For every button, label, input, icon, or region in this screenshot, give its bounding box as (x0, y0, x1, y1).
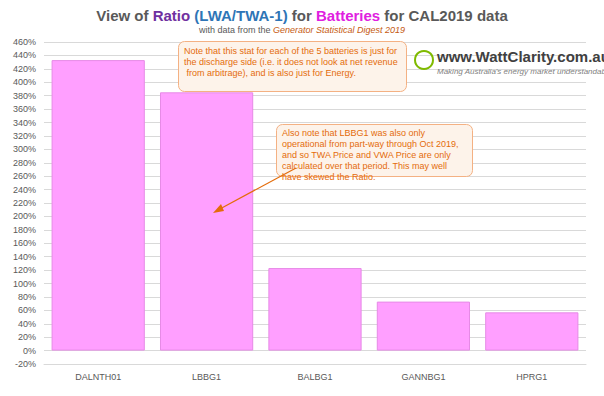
svg-text:260%: 260% (13, 171, 36, 181)
svg-text:and so TWA Price and VWA Price: and so TWA Price and VWA Price are only (282, 150, 453, 160)
svg-text:60%: 60% (18, 305, 36, 315)
svg-text:160%: 160% (13, 238, 36, 248)
svg-text:0%: 0% (23, 346, 36, 356)
svg-text:Also note that LBBG1 was also: Also note that LBBG1 was also only (282, 128, 428, 138)
svg-text:HPRG1: HPRG1 (516, 372, 547, 382)
svg-text:300%: 300% (13, 144, 36, 154)
svg-text:the: the (258, 25, 271, 35)
svg-text:2019: 2019 (384, 25, 405, 35)
svg-text:Ratio: Ratio (153, 7, 191, 24)
svg-text:-20%: -20% (15, 359, 36, 369)
svg-text:Making Australia's energy mark: Making Australia's energy market underst… (437, 67, 604, 76)
svg-text:of: of (134, 7, 149, 24)
svg-text:40%: 40% (18, 319, 36, 329)
svg-text:Digest: Digest (357, 25, 383, 35)
svg-text:140%: 140% (13, 252, 36, 262)
svg-text:(LWA/TWA-1): (LWA/TWA-1) (194, 7, 287, 24)
svg-text:400%: 400% (13, 77, 36, 87)
svg-text:340%: 340% (13, 118, 36, 128)
svg-text:20%: 20% (18, 332, 36, 342)
svg-text:data: data (217, 25, 235, 35)
svg-text:for: for (384, 7, 404, 24)
svg-text:Batteries: Batteries (316, 7, 380, 24)
svg-text:460%: 460% (13, 37, 36, 47)
svg-text:CAL2019: CAL2019 (409, 7, 473, 24)
svg-text:220%: 220% (13, 198, 36, 208)
svg-text:380%: 380% (13, 91, 36, 101)
svg-text:200%: 200% (13, 211, 36, 221)
svg-text:240%: 240% (13, 185, 36, 195)
svg-text:Generator: Generator (273, 25, 315, 35)
svg-text:360%: 360% (13, 104, 36, 114)
svg-text:100%: 100% (13, 279, 36, 289)
svg-text:www.WattClarity.com.au: www.WattClarity.com.au (436, 48, 604, 65)
svg-text:from: from (237, 25, 255, 35)
svg-text:Statistical: Statistical (316, 25, 356, 35)
svg-text:the discharge side (i.e. it do: the discharge side (i.e. it does not loo… (184, 57, 398, 67)
svg-text:GANNBG1: GANNBG1 (401, 372, 445, 382)
svg-text:120%: 120% (13, 265, 36, 275)
svg-text:DALNTH01: DALNTH01 (75, 372, 121, 382)
svg-text:for: for (292, 7, 312, 24)
svg-text:LBBG1: LBBG1 (192, 372, 221, 382)
svg-text:operational from part-way thro: operational from part-way through Oct 20… (282, 139, 461, 149)
svg-text:BALBG1: BALBG1 (297, 372, 332, 382)
svg-text:calculated over that period. T: calculated over that period. This may we… (282, 161, 449, 171)
svg-text:Note that this stat for each o: Note that this stat for each of the 5 ba… (184, 46, 400, 56)
svg-text:420%: 420% (13, 64, 36, 74)
svg-text:80%: 80% (18, 292, 36, 302)
svg-text:from arbitrage), and is also j: from arbitrage), and is also just for En… (184, 68, 356, 78)
svg-text:have skewed the Ratio.: have skewed the Ratio. (282, 172, 376, 182)
svg-text:180%: 180% (13, 225, 36, 235)
svg-text:data: data (477, 7, 509, 24)
svg-text:with: with (198, 25, 215, 35)
svg-text:440%: 440% (13, 50, 36, 60)
svg-text:280%: 280% (13, 158, 36, 168)
svg-text:View: View (96, 7, 130, 24)
svg-text:320%: 320% (13, 131, 36, 141)
